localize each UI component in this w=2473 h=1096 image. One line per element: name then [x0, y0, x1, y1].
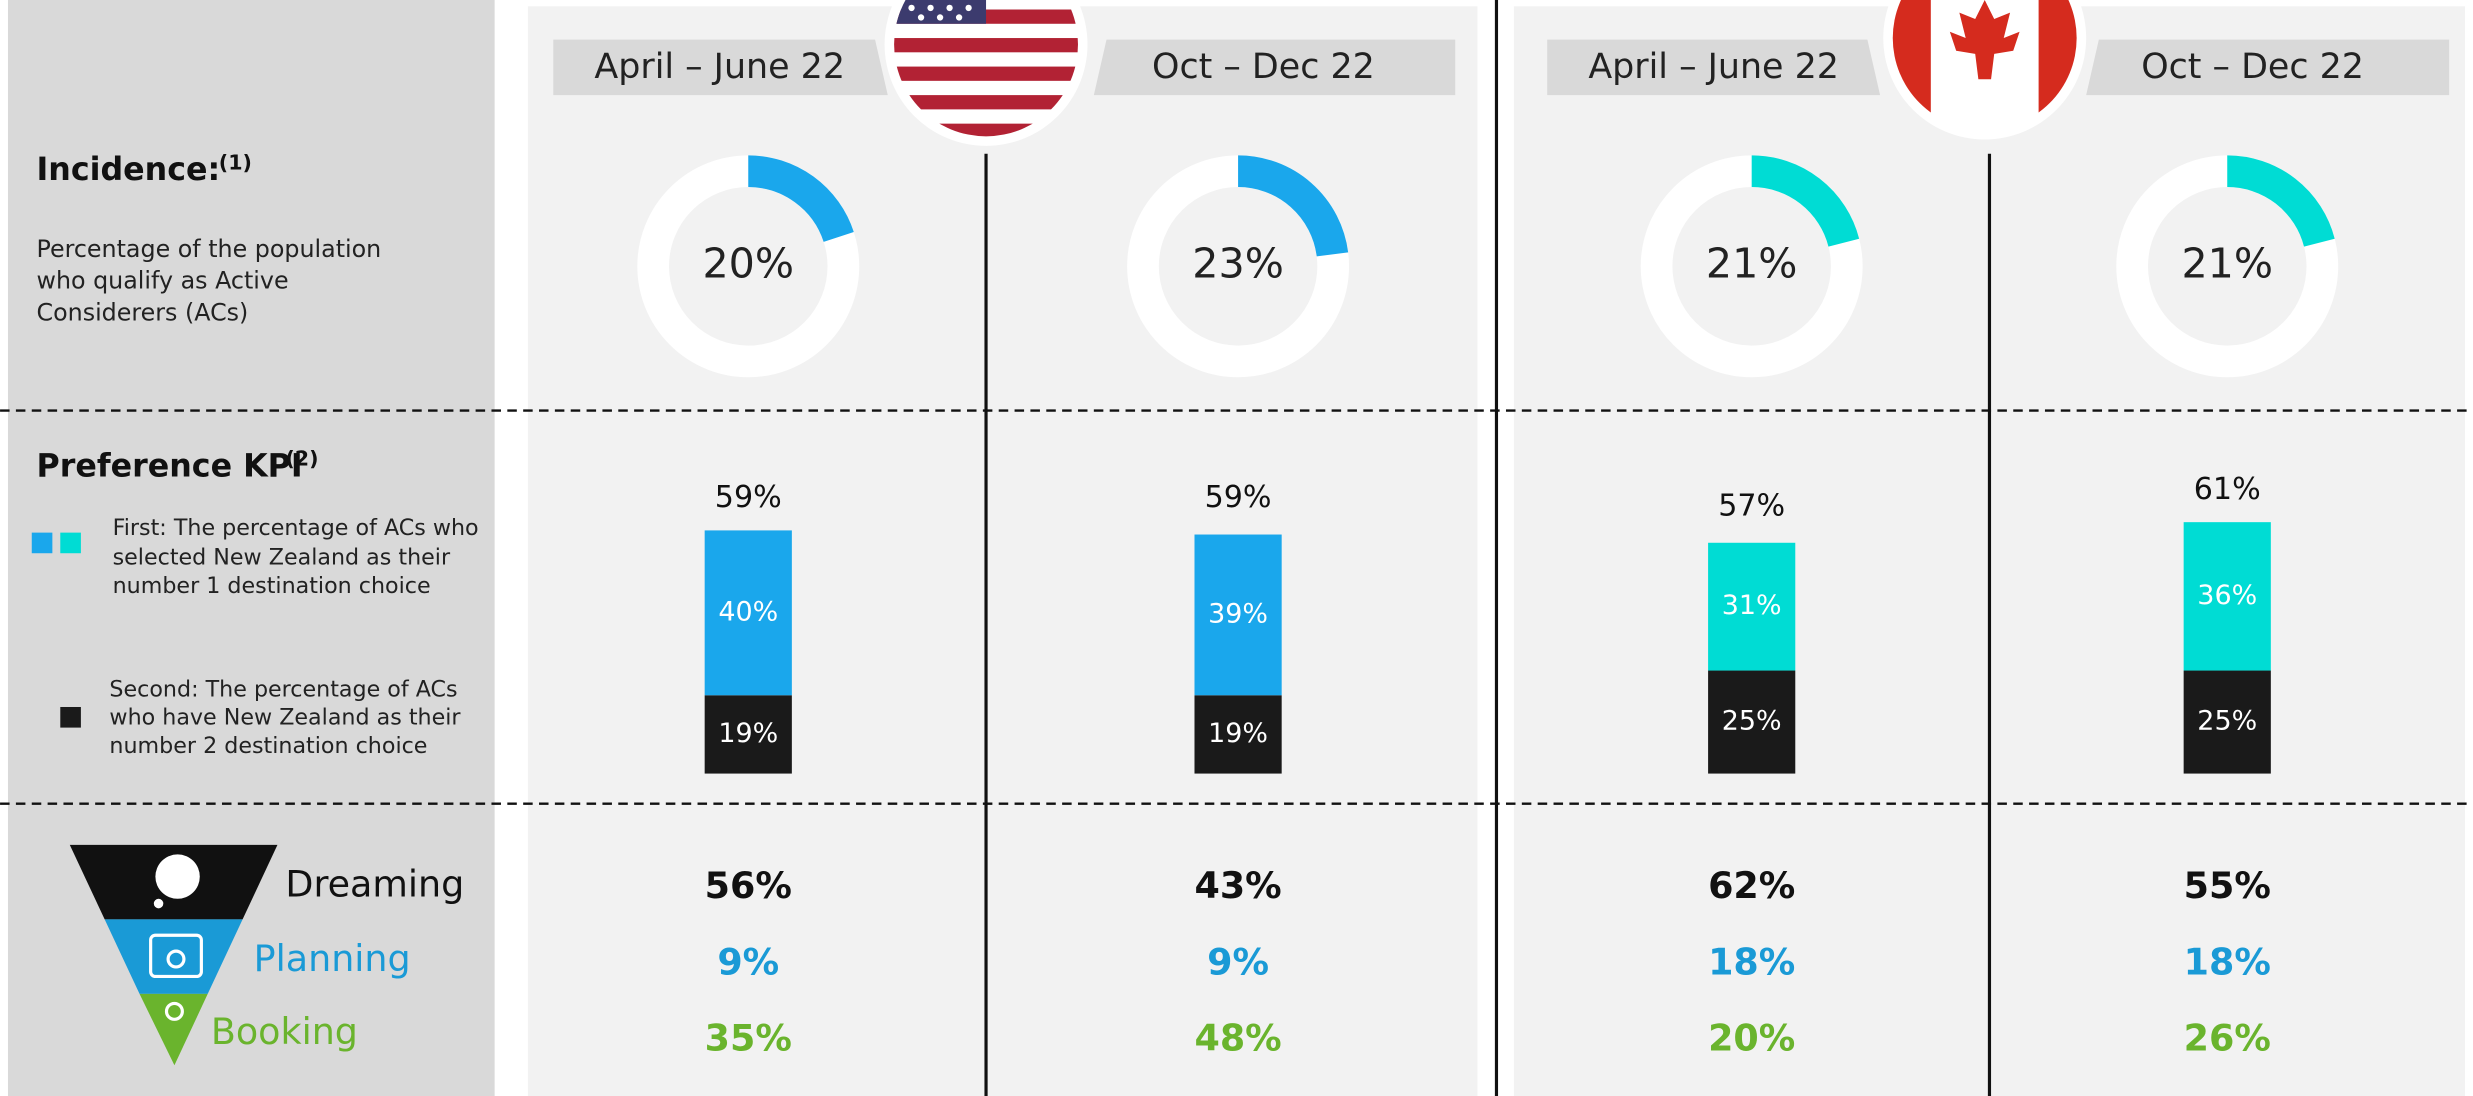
funnel-value: 55%	[2184, 864, 2271, 907]
sidebar	[7, 0, 495, 1096]
legend-swatch	[31, 532, 53, 554]
preference-title: Preference KPI	[37, 449, 303, 485]
bar-second	[2183, 670, 2271, 774]
tab	[2086, 39, 2450, 96]
period-label: Oct – Dec 22	[2141, 47, 2364, 87]
legend-line: The percentage of ACs who	[167, 514, 479, 540]
canada-flag	[1883, 0, 2087, 140]
description: Considerers (ACs)	[37, 298, 249, 326]
us-flag	[884, 0, 1088, 146]
funnel-value: 20%	[1708, 1016, 1795, 1059]
period-label: Oct – Dec 22	[1152, 47, 1375, 87]
donut-arc	[1751, 155, 1860, 248]
period-label: April – June 22	[1588, 47, 1839, 87]
description: who qualify as Active	[37, 267, 289, 295]
donut-arc	[2226, 155, 2335, 248]
funnel-value: 18%	[2184, 940, 2271, 983]
bar-label: 25%	[2197, 706, 2257, 737]
icon	[164, 1001, 184, 1021]
funnel-value: 62%	[1708, 864, 1795, 907]
donut-label: 21%	[2181, 239, 2273, 287]
us-panel	[527, 6, 1478, 1096]
donut-label: 23%	[1192, 239, 1284, 287]
legend-line: who have New Zealand as their	[109, 705, 461, 731]
funnel-value: 56%	[705, 864, 792, 907]
bar-label: 36%	[2197, 580, 2257, 611]
legend-text: Second: The percentage of ACs	[109, 676, 457, 702]
period-label: April – June 22	[594, 47, 845, 87]
bar-second	[1194, 695, 1282, 774]
tab	[1547, 39, 1881, 96]
funnel-value: 48%	[1194, 1016, 1281, 1059]
funnel-value: 18%	[1708, 940, 1795, 983]
bar-label: 19%	[718, 718, 778, 749]
bar-label: 31%	[1722, 590, 1782, 621]
legend-text: First: The percentage of ACs who	[113, 514, 479, 540]
tabs	[553, 39, 2450, 96]
footnote: (1)	[219, 150, 252, 174]
funnel-band	[104, 919, 243, 994]
icon	[149, 933, 203, 979]
bar-label: 40%	[718, 596, 778, 627]
bar-label: 19%	[1208, 718, 1268, 749]
bar-total: 59%	[715, 480, 782, 515]
legend-swatch	[60, 706, 81, 728]
bar-total: 61%	[2194, 472, 2261, 507]
footnote: (2)	[285, 447, 318, 471]
icon	[166, 949, 186, 969]
legend-line: The percentage of ACs	[199, 676, 458, 702]
tab	[553, 39, 888, 96]
bar-first	[1708, 542, 1796, 671]
bar-label: 39%	[1208, 598, 1268, 629]
funnel-value: 35%	[705, 1016, 792, 1059]
funnel-value: 43%	[1194, 864, 1281, 907]
legend-swatch	[60, 532, 81, 554]
incidence-title: Incidence:	[37, 152, 221, 188]
donut-arc	[747, 155, 854, 243]
bar-total: 59%	[1205, 480, 1272, 515]
bar-second	[1708, 670, 1796, 774]
funnel-value: 9%	[717, 940, 779, 983]
funnel	[69, 844, 278, 1066]
legend-line: number 1 destination choice	[113, 573, 431, 599]
legend-line: selected New Zealand as their	[113, 544, 451, 570]
bar-label: 25%	[1722, 706, 1782, 737]
funnel-label: Booking	[211, 1010, 358, 1053]
legend-label: Second:	[109, 676, 198, 702]
legend-line: number 2 destination choice	[109, 733, 427, 759]
icon	[153, 898, 164, 909]
bar-first	[1194, 534, 1282, 696]
donut-label: 21%	[1706, 239, 1798, 287]
tab	[1093, 39, 1456, 96]
funnel-label: Planning	[254, 937, 411, 980]
donut-label: 20%	[702, 239, 794, 287]
donut-arc	[1237, 155, 1349, 257]
funnel-label: Dreaming	[285, 863, 464, 906]
description: Percentage of the population	[37, 235, 382, 263]
funnel-value: 26%	[2184, 1016, 2271, 1059]
legend-label: First:	[113, 514, 167, 540]
icon	[155, 854, 200, 899]
bar-first	[704, 530, 792, 696]
funnel-band	[139, 993, 208, 1066]
bar-second	[704, 695, 792, 774]
bar-first	[2183, 522, 2271, 671]
funnel-value: 9%	[1207, 940, 1269, 983]
bar-total: 57%	[1718, 488, 1785, 523]
